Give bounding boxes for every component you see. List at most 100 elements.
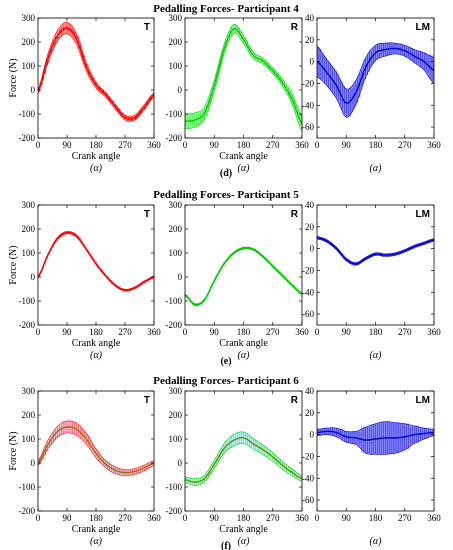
y-tick-label: -20: [302, 265, 314, 275]
x-tick-label: 0: [36, 327, 41, 337]
panel-corner-label: T: [144, 22, 150, 33]
panel-corner-label: R: [291, 395, 299, 406]
row-title: Pedalling Forces- Participant 5: [153, 189, 299, 201]
y-tick-label: 0: [310, 57, 315, 67]
data-marker: [97, 86, 102, 91]
y-tick-label: -40: [302, 100, 314, 110]
x-tick-label: 90: [63, 513, 73, 523]
y-tick-label: -40: [302, 287, 314, 297]
data-marker: [58, 30, 63, 34]
alpha-label: (α): [370, 163, 383, 174]
force-panel: 0 90 180 270 360 -200 -100 0 100 200 300 T Force (N)…: [8, 13, 161, 174]
data-layer: [38, 420, 154, 476]
x-tick-label: 180: [237, 327, 251, 337]
y-tick-label: 20: [305, 35, 315, 45]
x-axis-label: Crank angle: [219, 524, 268, 535]
std-band: [317, 236, 434, 266]
x-tick-label: 0: [183, 513, 188, 523]
x-tick-label: 360: [427, 513, 441, 523]
y-tick-label: -200: [19, 506, 36, 516]
row-label: (d): [220, 168, 232, 179]
mean-curve: [317, 237, 434, 265]
y-tick-label: 100: [22, 248, 36, 258]
x-axis-label: Crank angle: [72, 338, 121, 349]
participant-row: Pedalling Forces- Participant 4 (d) 0 90 180…: [8, 3, 441, 179]
data-marker: [55, 35, 60, 40]
data-marker: [126, 116, 131, 121]
data-marker: [110, 100, 114, 104]
data-layer: [317, 236, 434, 266]
y-tick-label: -40: [302, 473, 314, 483]
y-tick-label: -200: [166, 320, 183, 330]
x-tick-label: 0: [315, 140, 320, 150]
panel-corner-label: T: [144, 209, 150, 220]
y-tick-label: -20: [302, 451, 314, 461]
y-tick-label: 300: [22, 200, 36, 210]
y-tick-label: 100: [22, 61, 36, 71]
force-panel: 0 90 180 270 360 -200 -100 0 100 200 300 R Crank ang…: [166, 13, 310, 174]
y-tick-label: 0: [31, 272, 36, 282]
x-tick-label: 0: [36, 513, 41, 523]
x-tick-label: 90: [63, 140, 73, 150]
y-tick-label: 200: [169, 37, 183, 47]
force-panel: 0 90 180 270 360 -60 -40 -20 0 20 40 LM (α): [302, 386, 441, 547]
plot-background: [317, 205, 434, 325]
x-tick-label: 90: [210, 513, 220, 523]
x-tick-label: 270: [118, 513, 132, 523]
mean-curve: [38, 426, 154, 474]
y-tick-label: 100: [169, 248, 183, 258]
data-marker: [52, 41, 56, 46]
mean-curve: [317, 47, 434, 104]
data-marker: [84, 62, 89, 67]
data-marker: [45, 59, 50, 64]
data-layer: [38, 22, 154, 122]
x-tick-label: 360: [295, 513, 309, 523]
x-tick-label: 360: [147, 327, 161, 337]
y-tick-label: -200: [19, 320, 36, 330]
y-tick-label: 300: [169, 200, 183, 210]
force-panel: 0 90 180 270 360 -200 -100 0 100 200 300 R Crank ang…: [166, 200, 310, 361]
x-tick-label: 90: [342, 140, 352, 150]
x-tick-label: 180: [369, 513, 383, 523]
y-tick-label: 200: [169, 224, 183, 234]
data-marker: [78, 45, 82, 49]
data-marker: [38, 89, 40, 93]
mean-curve: [185, 27, 302, 124]
alpha-label: (α): [90, 350, 103, 361]
y-axis-label: Force (N): [8, 245, 19, 284]
x-tick-label: 270: [398, 513, 412, 523]
data-marker: [142, 106, 147, 110]
x-tick-label: 90: [210, 140, 220, 150]
alpha-label: (α): [238, 350, 251, 361]
y-tick-label: 200: [22, 410, 36, 420]
y-tick-label: 300: [169, 386, 183, 396]
y-axis-label: Force (N): [8, 431, 19, 470]
x-tick-label: 270: [118, 140, 132, 150]
x-tick-label: 90: [210, 327, 220, 337]
panel-corner-label: LM: [416, 395, 430, 406]
x-tick-label: 0: [315, 513, 320, 523]
y-tick-label: 200: [169, 410, 183, 420]
y-tick-label: -100: [166, 296, 183, 306]
y-tick-label: -200: [166, 506, 183, 516]
data-marker: [65, 26, 69, 30]
x-axis-label: Crank angle: [219, 151, 268, 162]
y-tick-label: 20: [305, 222, 315, 232]
y-tick-label: 0: [178, 458, 183, 468]
data-marker: [123, 115, 127, 119]
y-tick-label: 0: [310, 244, 315, 254]
data-marker: [152, 93, 154, 98]
participant-row: Pedalling Forces- Participant 6 (f) 0 90 180…: [8, 375, 441, 550]
y-tick-label: -100: [19, 109, 36, 119]
data-marker: [49, 48, 53, 53]
data-marker: [81, 54, 85, 58]
y-axis-label: Force (N): [8, 58, 19, 97]
force-panel: 0 90 180 270 360 -200 -100 0 100 200 300 T Force (N)…: [8, 200, 161, 361]
y-tick-label: -100: [19, 296, 36, 306]
data-marker: [119, 112, 124, 116]
plot-background: [185, 205, 302, 325]
row-title: Pedalling Forces- Participant 6: [153, 375, 299, 387]
x-tick-label: 270: [398, 327, 412, 337]
data-layer: [185, 431, 302, 486]
